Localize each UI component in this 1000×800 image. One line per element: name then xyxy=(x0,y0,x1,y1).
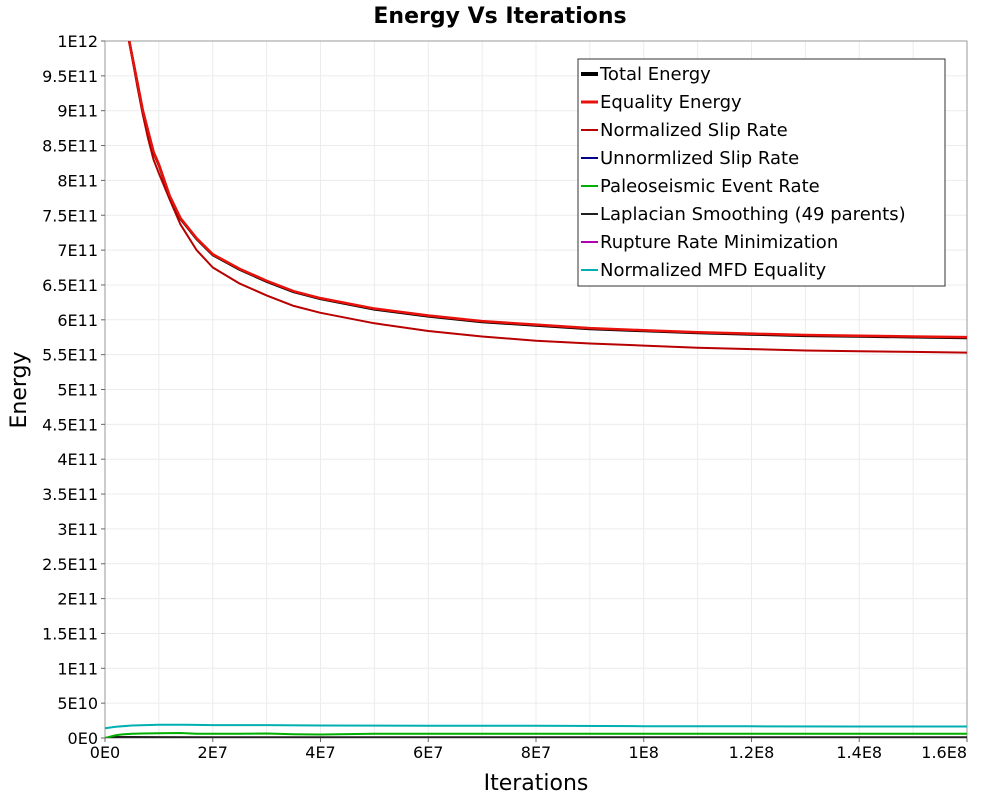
x-axis-ticks: 0E0 2E7 4E7 6E7 8E7 1E8 1.2E8 1.4E8 1.6E8 xyxy=(90,738,968,762)
legend-entry: Total Energy xyxy=(581,64,711,85)
x-tick-label: 1.4E8 xyxy=(836,743,882,762)
legend-entry: Rupture Rate Minimization xyxy=(581,232,838,253)
y-tick-label: 2E11 xyxy=(57,590,98,609)
legend-label: Rupture Rate Minimization xyxy=(600,232,838,253)
legend-box xyxy=(577,58,946,287)
y-tick-label: 3E11 xyxy=(57,520,98,539)
y-tick-label: 8E11 xyxy=(57,171,98,190)
legend-label: Laplacian Smoothing (49 parents) xyxy=(600,204,906,225)
y-tick-label: 0E0 xyxy=(68,729,98,748)
y-tick-label: 8.5E11 xyxy=(42,137,98,156)
x-tick-label: 1.6E8 xyxy=(921,743,967,762)
y-tick-label: 6E11 xyxy=(57,311,98,330)
legend-entry: Equality Energy xyxy=(581,92,742,113)
y-tick-label: 7E11 xyxy=(57,241,98,260)
y-tick-label: 1.5E11 xyxy=(42,624,98,643)
y-tick-label: 1E12 xyxy=(57,32,98,51)
legend-label: Normalized MFD Equality xyxy=(600,260,827,281)
y-axis-label: Energy xyxy=(7,351,32,428)
legend-label: Normalized Slip Rate xyxy=(600,120,788,141)
series-line-normalized-slip-rate xyxy=(128,41,967,354)
x-tick-label: 1.2E8 xyxy=(729,743,775,762)
y-tick-label: 1E11 xyxy=(57,659,98,678)
y-tick-label: 7.5E11 xyxy=(42,206,98,225)
x-axis-label: Iterations xyxy=(484,771,589,796)
series-line-normalized-mfd-equality xyxy=(105,723,967,730)
legend-entry: Normalized Slip Rate xyxy=(581,120,788,141)
y-tick-label: 2.5E11 xyxy=(42,555,98,574)
y-tick-label: 4E11 xyxy=(57,450,98,469)
legend-label: Unnormlized Slip Rate xyxy=(600,148,799,169)
legend-label: Equality Energy xyxy=(600,92,742,113)
chart-title: Energy Vs Iterations xyxy=(373,4,626,29)
series-line-paleoseismic-event-rate xyxy=(105,732,967,738)
legend-label: Paleoseismic Event Rate xyxy=(600,176,820,197)
y-tick-label: 6.5E11 xyxy=(42,276,98,295)
x-tick-label: 8E7 xyxy=(521,743,551,762)
series-lines xyxy=(105,41,967,738)
series-line-laplacian-smoothing-49-parents xyxy=(105,736,967,738)
legend-entry: Paleoseismic Event Rate xyxy=(581,176,820,197)
y-tick-label: 5E10 xyxy=(57,694,98,713)
y-tick-label: 5.5E11 xyxy=(42,346,98,365)
y-tick-label: 3.5E11 xyxy=(42,485,98,504)
x-tick-label: 4E7 xyxy=(305,743,335,762)
x-tick-label: 1E8 xyxy=(629,743,659,762)
x-tick-label: 6E7 xyxy=(413,743,443,762)
x-tick-label: 2E7 xyxy=(198,743,228,762)
legend-entry: Normalized MFD Equality xyxy=(581,260,827,281)
legend: Total Energy Equality Energy Normalized Sl… xyxy=(577,58,946,287)
series-line-equality-energy xyxy=(127,41,967,339)
x-tick-label: 0E0 xyxy=(90,743,120,762)
legend-entry: Unnormlized Slip Rate xyxy=(581,148,799,169)
y-tick-label: 5E11 xyxy=(57,381,98,400)
y-tick-label: 9.5E11 xyxy=(42,67,98,86)
legend-entry: Laplacian Smoothing (49 parents) xyxy=(581,204,906,225)
y-axis-ticks: 0E0 5E10 1E11 1.5E11 2E11 2.5E11 3E11 3.5E11 4E1… xyxy=(42,32,105,748)
legend-label: Total Energy xyxy=(599,64,711,85)
y-tick-label: 4.5E11 xyxy=(42,415,98,434)
y-tick-label: 9E11 xyxy=(57,102,98,121)
